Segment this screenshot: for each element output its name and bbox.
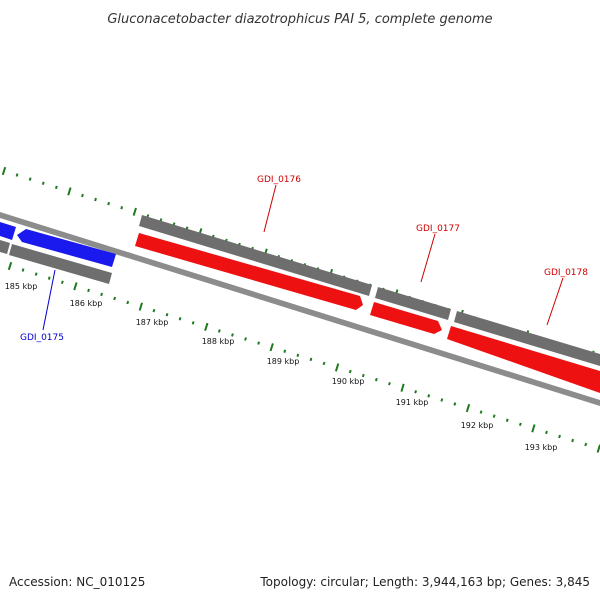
tick-mark [453,402,457,406]
gene-block-track [0,215,600,366]
tick-mark [1,166,7,176]
gene-label-gdi-0178[interactable]: GDI_0178 [544,268,588,278]
forward-arrow-gdi-0178 [447,326,600,393]
tick-mark [309,357,313,362]
gene-label-gdi-0177[interactable]: GDI_0177 [416,224,460,234]
tick-mark [244,337,247,341]
tick-mark [21,268,25,272]
leader-gdi-0177 [420,233,436,283]
tick-mark [204,322,209,332]
forward-arrow-gdi-0176 [135,233,363,310]
tick-mark [283,349,287,353]
gene-block-0176 [139,215,372,296]
tick-mark [94,197,97,202]
forward-arrow-gdi-0177 [370,302,442,334]
tick-mark [41,181,45,185]
tick-mark [81,193,84,198]
backbone-track [0,212,600,406]
tick-mark [571,438,575,443]
tick-mark [465,403,471,413]
tick-mark [374,377,378,382]
map-title: Gluconacetobacter diazotrophicus PAI 5, … [107,12,492,27]
scale-label: 187 kbp [136,318,169,327]
scale-label: 189 kbp [267,357,300,366]
tick-mark [479,410,483,414]
scale-labels: 185 kbp 186 kbp 187 kbp 188 kbp 189 kbp … [5,282,558,452]
tick-mark [165,312,169,317]
tick-mark [120,206,124,210]
gene-block-0175 [9,244,112,284]
leader-gdi-0176 [263,184,277,233]
scale-label: 192 kbp [461,421,494,430]
gene-block-left-partial [0,240,10,254]
summary-text: Topology: circular; Length: 3,944,163 bp… [259,575,590,589]
tick-mark [73,282,78,291]
tick-mark [505,418,509,422]
tick-mark [388,381,391,386]
tick-mark [126,300,130,305]
tick-mark [269,343,274,352]
tick-mark [67,187,72,196]
scale-label: 191 kbp [396,398,429,407]
reverse-arrow-gdi-0175 [17,229,116,267]
gene-block-0177 [375,287,451,320]
tick-track-lower [7,261,600,453]
scale-label: 185 kbp [5,282,38,291]
tick-mark [518,422,522,427]
tick-mark [257,341,261,345]
tick-mark [100,292,103,297]
tick-mark [107,201,111,206]
leader-gdi-0175 [42,269,56,331]
accession-text: Accession: NC_010125 [9,575,145,589]
tick-mark [178,317,182,321]
tick-mark [60,280,64,284]
tick-mark [414,390,418,394]
tick-mark [132,207,137,216]
strand-arrows [0,222,600,393]
tick-mark [361,373,365,378]
tick-mark [113,296,117,301]
tick-mark [348,369,352,374]
reverse-arrow-left-partial [0,222,16,240]
tick-mark [400,383,405,392]
tick-mark [47,276,51,280]
tick-mark [28,177,32,181]
tick-mark [217,329,221,333]
tick-mark [322,361,326,366]
tick-mark [15,173,19,177]
tick-mark [558,434,561,439]
tick-mark [584,442,588,447]
leader-gdi-0178 [546,277,564,326]
tick-mark [334,363,340,372]
scale-label: 186 kbp [70,299,103,308]
tick-mark [152,308,156,313]
tick-mark [231,333,234,337]
tick-mark [531,424,536,433]
tick-mark [427,394,431,398]
tick-mark [545,430,548,435]
scale-label: 190 kbp [332,377,365,386]
tick-mark [440,398,444,402]
tick-mark [54,185,58,190]
tick-mark [296,353,300,358]
gene-labels: GDI_0175 GDI_0176 GDI_0177 GDI_0178 [20,175,588,343]
gene-label-gdi-0176[interactable]: GDI_0176 [257,175,301,185]
backbone-line [0,212,600,406]
tick-mark [34,272,38,276]
tick-mark [138,302,143,311]
gene-label-gdi-0175[interactable]: GDI_0175 [20,333,64,343]
scale-label: 193 kbp [525,443,558,452]
tick-mark [87,288,90,293]
tick-mark [7,261,13,271]
gene-block-0178 [454,311,600,366]
tick-mark [191,321,195,325]
tick-mark [492,414,496,418]
scale-label: 188 kbp [202,337,235,346]
